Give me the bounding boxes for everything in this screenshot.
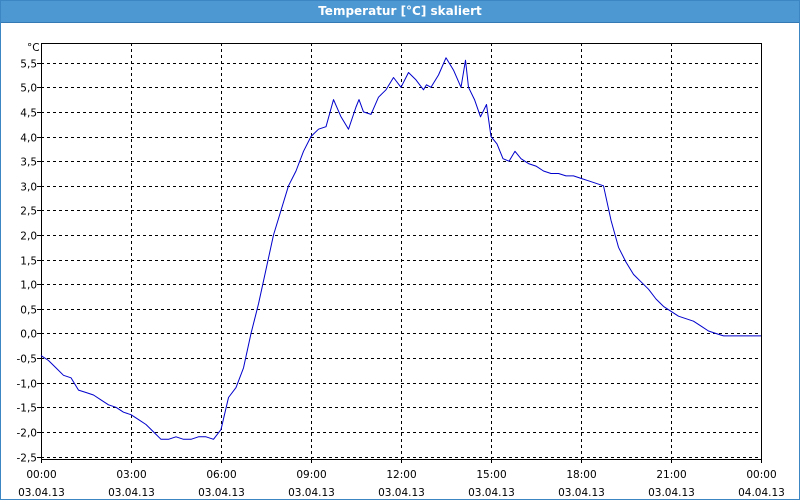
x-tick-label-time: 03:00 [116, 469, 146, 481]
y-tick-label: -0,5 [17, 354, 38, 366]
x-tick-label-date: 03.04.13 [198, 487, 245, 499]
y-tick-label: 0,0 [20, 329, 37, 341]
y-tick-label: 1,0 [20, 280, 37, 292]
y-tick-label: 5,0 [20, 83, 37, 95]
x-tick-label-date: 03.04.13 [378, 487, 425, 499]
y-tick-label: 3,0 [20, 182, 37, 194]
y-tick-label: 4,5 [20, 108, 37, 120]
x-tick-label-time: 15:00 [476, 469, 506, 481]
x-tick-label-time: 00:00 [746, 469, 776, 481]
temperature-chart: -2,5 -2,0 -1,5 -1,0 -0,5 0,0 0,5 1,0 1,5 2,0 2,5 3,… [17, 42, 785, 499]
tick-labels: -2,5 -2,0 -1,5 -1,0 -0,5 0,0 0,5 1,0 1,5 2,0 2,5 3,… [17, 42, 785, 499]
x-tick-label-date: 03.04.13 [468, 487, 515, 499]
series-layer [40, 57, 761, 440]
y-tick-label: -2,5 [17, 453, 38, 465]
y-axis-unit: °C [27, 42, 40, 54]
x-tick-label-date: 04.04.13 [738, 487, 785, 499]
plot-frame [41, 43, 762, 460]
y-tick-label: -2,0 [17, 428, 38, 440]
y-tick-label: 5,5 [20, 59, 37, 71]
y-tick-label: 3,5 [20, 157, 37, 169]
x-tick-label-date: 03.04.13 [18, 487, 65, 499]
x-tick-label-time: 21:00 [656, 469, 686, 481]
x-tick-label-date: 03.04.13 [648, 487, 695, 499]
y-tick-label: 1,5 [20, 256, 37, 268]
temperature-series-line [40, 57, 761, 440]
x-tick-label-date: 03.04.13 [108, 487, 155, 499]
x-tick-label-date: 03.04.13 [288, 487, 335, 499]
y-tick-label: -1,0 [17, 379, 38, 391]
y-tick-label: 4,0 [20, 133, 37, 145]
x-tick-label-time: 18:00 [566, 469, 596, 481]
y-tick-label: 2,0 [20, 231, 37, 243]
y-tick-label: -1,5 [17, 403, 38, 415]
y-tick-label: 0,5 [20, 305, 37, 317]
axes [37, 43, 762, 463]
x-tick-label-time: 12:00 [386, 469, 416, 481]
x-tick-label-time: 06:00 [206, 469, 236, 481]
x-tick-label-date: 03.04.13 [558, 487, 605, 499]
x-tick-label-time: 00:00 [26, 469, 56, 481]
grid [41, 43, 761, 459]
window-title: Temperatur [°C] skaliert [1, 1, 799, 23]
x-tick-label-time: 09:00 [296, 469, 326, 481]
y-tick-label: 2,5 [20, 206, 37, 218]
